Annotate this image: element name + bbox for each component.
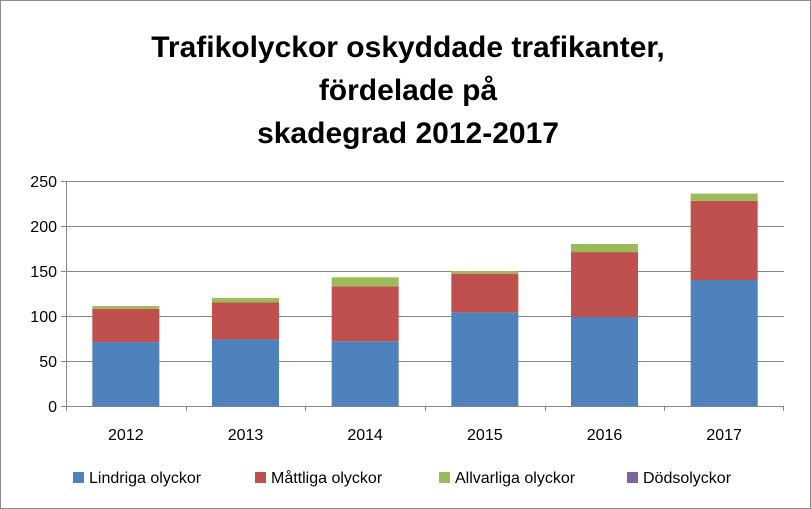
x-tick-label: 2013 (228, 427, 264, 444)
legend-label: Allvarliga olyckor (455, 470, 576, 487)
bar-segment (211, 302, 280, 340)
bar-segment (570, 244, 639, 253)
bar-segment (451, 312, 519, 406)
legend-swatch (439, 472, 450, 483)
bar-segment (570, 252, 639, 317)
legend-item: Allvarliga olyckor (439, 470, 576, 487)
legend-label: Måttliga olyckor (271, 469, 383, 487)
bar-segment (331, 277, 399, 287)
bar-segment (690, 193, 758, 201)
x-tick-label: 2016 (587, 427, 623, 444)
gridlines (66, 181, 784, 362)
x-tick-label: 2015 (467, 427, 503, 444)
y-tick-labels: 0 50 100 150 200 250 (30, 174, 57, 416)
y-tick-label: 150 (30, 264, 57, 281)
legend-item: Måttliga olyckor (255, 469, 383, 487)
legend-swatch (73, 472, 84, 483)
y-tick-label: 100 (30, 309, 57, 326)
bar-segment (451, 273, 519, 313)
chart-title-line-3: skadegrad 2012-2017 (257, 117, 559, 150)
y-tick-label: 0 (48, 399, 57, 416)
x-tick-label: 2012 (108, 427, 144, 444)
y-tick-label: 250 (30, 174, 57, 191)
y-tick-label: 50 (39, 354, 57, 371)
chart-title-line-1: Trafikolyckor oskyddade trafikanter, (151, 31, 665, 64)
legend: Lindriga olyckor Måttliga olyckor Allvarli… (73, 469, 732, 487)
bar-segment (690, 200, 758, 280)
bar-segment (211, 339, 280, 406)
legend-item: Dödsolyckor (627, 470, 732, 487)
chart-title-line-2: fördelade på (319, 74, 498, 107)
legend-label: Lindriga olyckor (89, 470, 202, 487)
bars (92, 193, 758, 406)
legend-swatch (627, 472, 638, 483)
bar-segment (211, 298, 280, 303)
chart-title: Trafikolyckor oskyddade trafikanter, för… (151, 31, 665, 150)
legend-label: Dödsolyckor (643, 470, 732, 487)
bar-segment (92, 308, 160, 343)
x-tick-label: 2017 (706, 427, 742, 444)
legend-item: Lindriga olyckor (73, 470, 202, 487)
bar-segment (331, 341, 399, 406)
bar-segment (570, 316, 639, 406)
bar-segment (331, 286, 399, 342)
bar-segment (451, 271, 519, 274)
x-tick-label: 2014 (347, 427, 383, 444)
axes (61, 181, 784, 411)
bar-segment (92, 306, 160, 309)
x-tick-labels: 2012 2013 2014 2015 2016 2017 (108, 427, 742, 444)
bar-segment (690, 280, 758, 406)
legend-swatch (255, 472, 266, 483)
bar-segment (92, 342, 160, 406)
y-tick-label: 200 (30, 219, 57, 236)
